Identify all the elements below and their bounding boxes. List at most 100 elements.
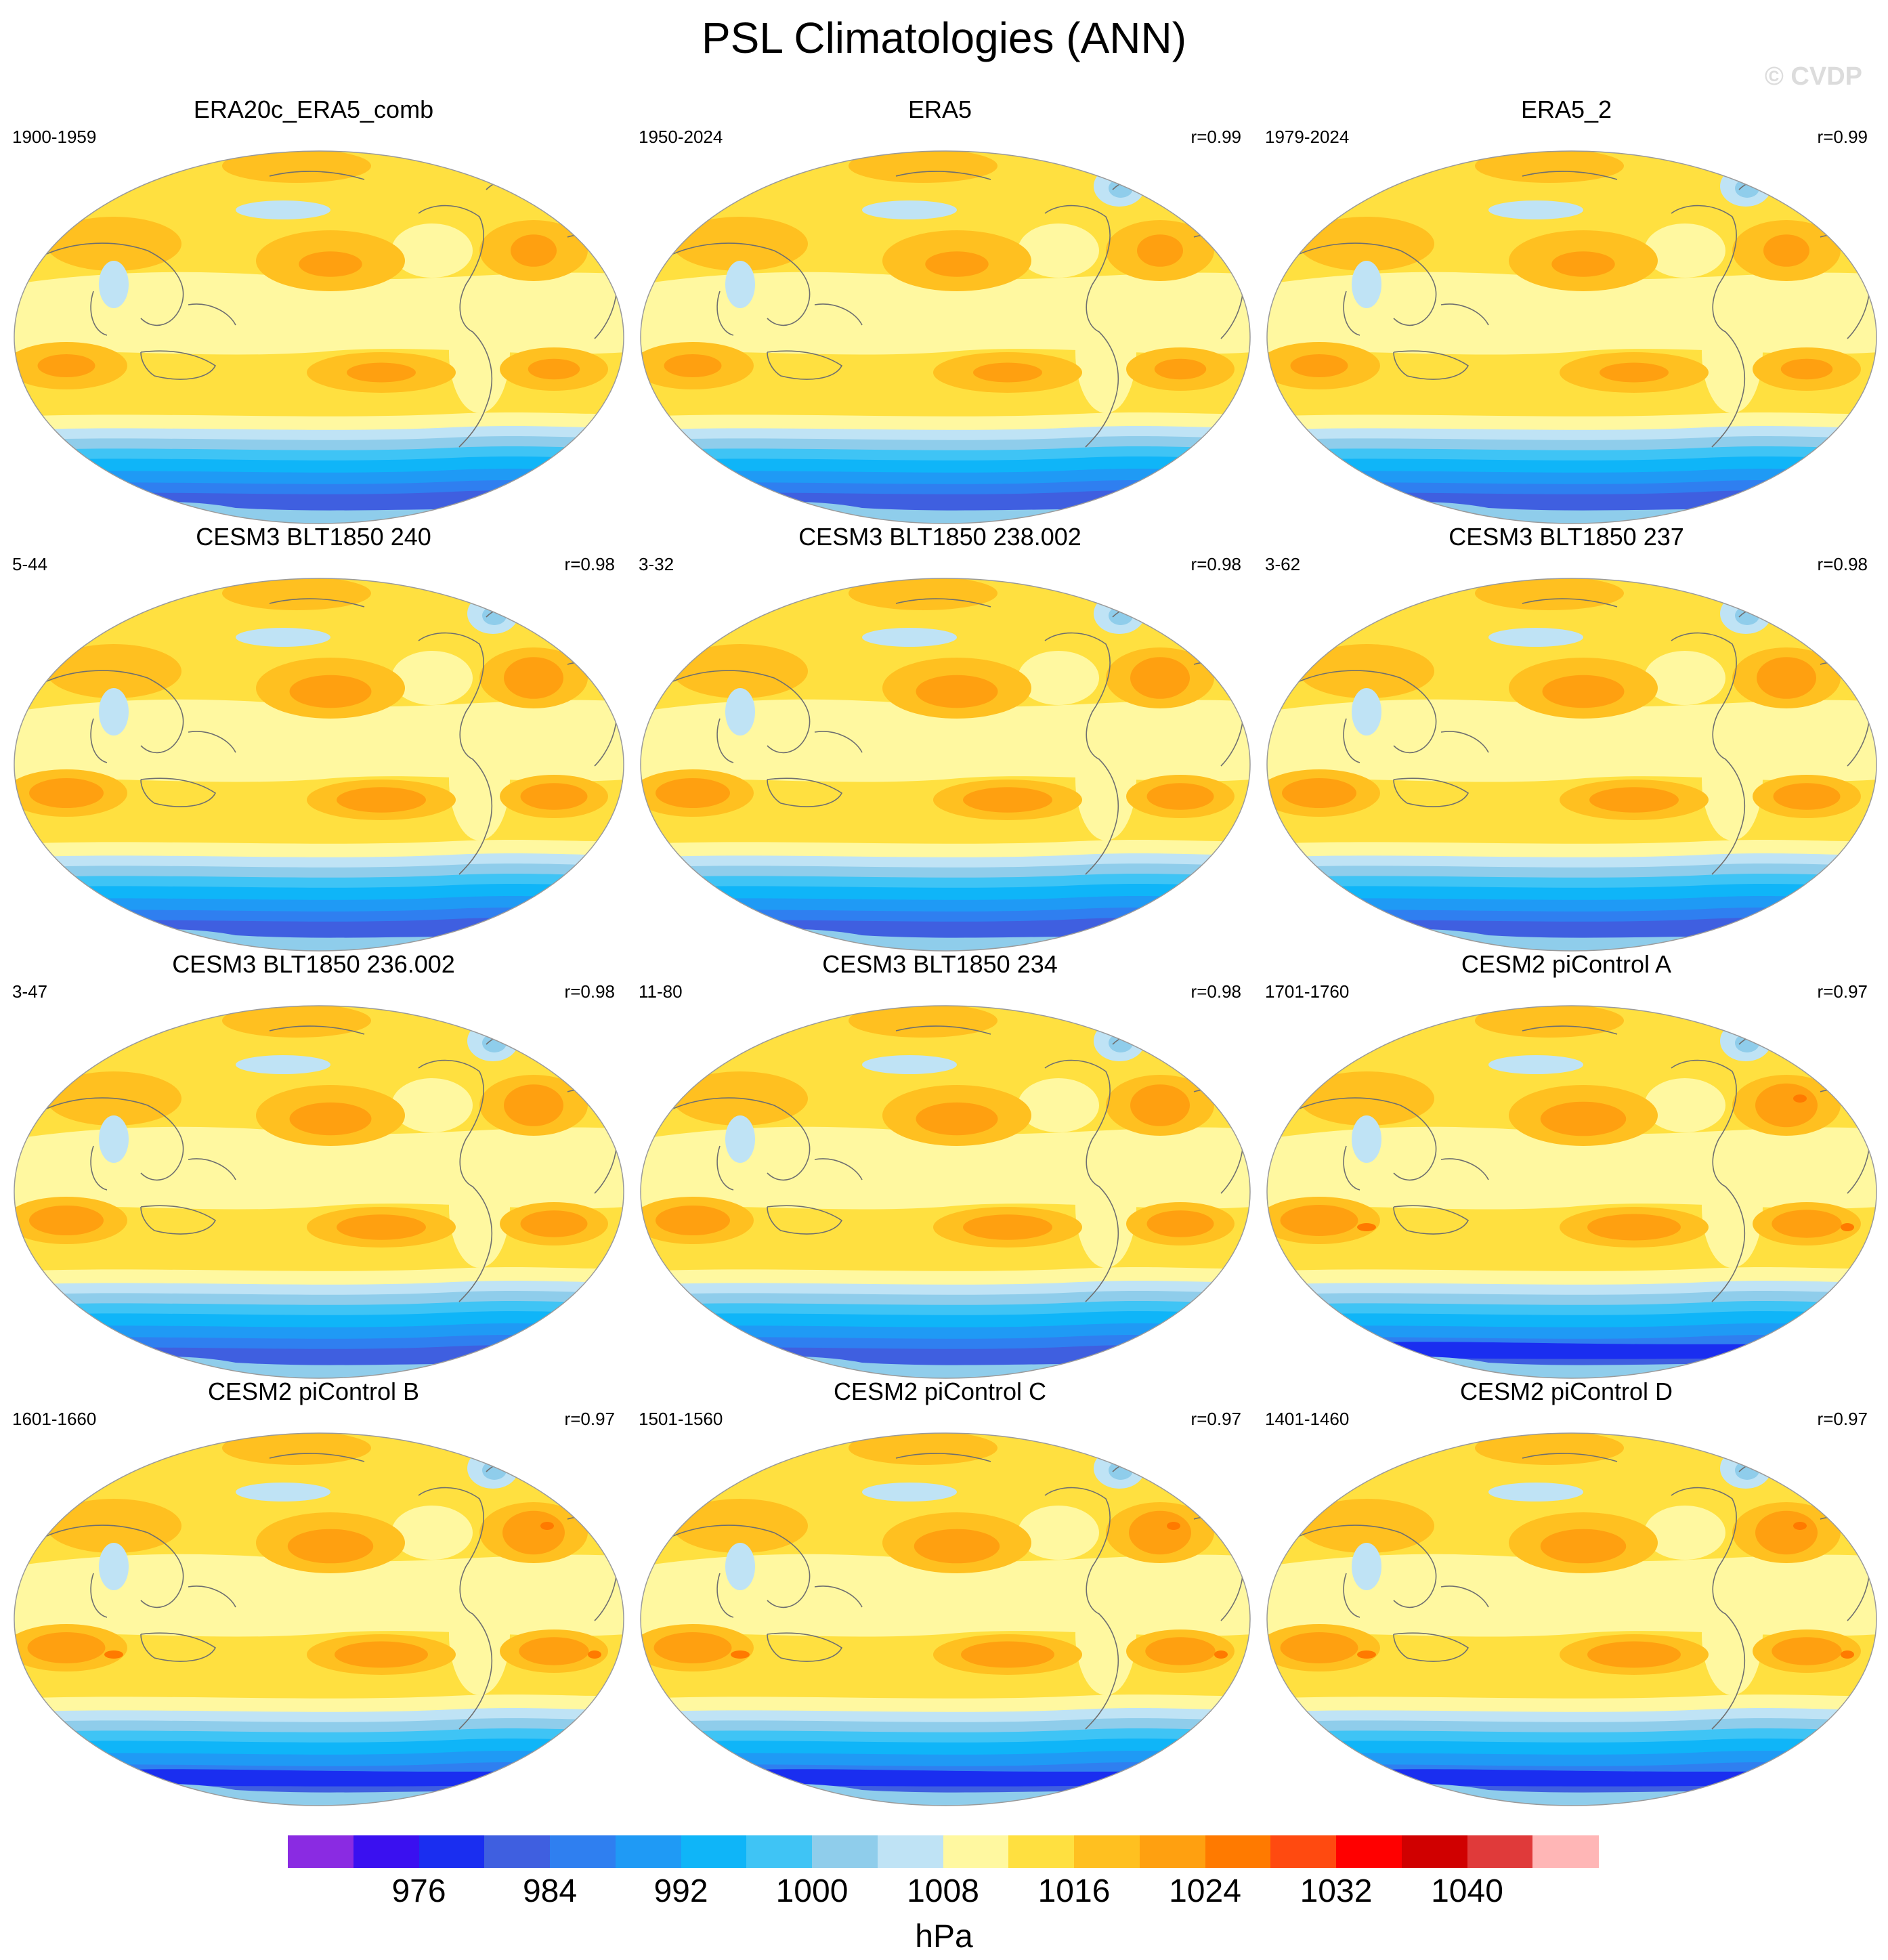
field-low-tibet	[725, 1543, 755, 1590]
field-southern-deep-low	[1306, 1769, 1876, 1787]
colorbar-tick-label: 1008	[907, 1873, 979, 1909]
psl-map	[1266, 1005, 1877, 1379]
field-high-north-pacific-core	[289, 675, 372, 708]
field-south-america-pale	[449, 719, 510, 840]
field-south-america-pale	[1075, 1146, 1136, 1268]
field-high-north-atlantic-core	[504, 1084, 563, 1126]
field-north-america-pale	[391, 651, 473, 705]
colorbar-cell	[288, 1835, 354, 1868]
field-high-south-pacific-core	[337, 787, 426, 813]
coastline-7	[269, 598, 365, 608]
field-low-aleutian	[862, 1483, 957, 1501]
coastline-7	[895, 1453, 991, 1462]
coastline-5	[1393, 777, 1469, 807]
field-low-aleutian	[1488, 1055, 1583, 1074]
psl-map	[14, 578, 624, 952]
field-low-tibet	[1352, 261, 1381, 308]
field-high-indian-core	[37, 354, 95, 377]
map-outline	[640, 150, 1251, 524]
colorbar-cell	[943, 1835, 1009, 1868]
coastline-3	[665, 242, 811, 326]
field-high-indian-core	[1280, 1205, 1358, 1236]
coastline-3	[39, 1097, 184, 1181]
coastline-6	[1440, 1158, 1489, 1180]
field-low-aleutian	[236, 1483, 330, 1501]
panel-years: 3-32	[639, 554, 674, 574]
map-panel: CESM3 BLT1850 238.002 3-32 r=0.98	[626, 522, 1253, 953]
panel-years: 1979-2024	[1265, 127, 1350, 147]
field-high-indian-core	[653, 1632, 732, 1663]
map-panel: CESM2 piControl B 1601-1660 r=0.97	[0, 1377, 627, 1808]
field-high-arctic-outer	[849, 1006, 997, 1038]
field-high-south-atlantic-core	[520, 1210, 588, 1237]
colorbar-cell	[1467, 1835, 1533, 1868]
coastline-5	[1393, 1205, 1469, 1235]
psl-map	[1266, 1432, 1877, 1806]
field-low-aleutian	[862, 628, 957, 647]
field-high-indian-core	[29, 1206, 104, 1235]
coastline-0	[1671, 205, 1745, 448]
coastline-4	[716, 718, 734, 763]
colorbar-cell	[1532, 1835, 1599, 1868]
panel-title: CESM2 piControl B	[207, 1378, 420, 1405]
panel-pattern-correlation: r=0.97	[1817, 1409, 1868, 1429]
field-high-north-atlantic-core	[1763, 234, 1809, 267]
field-high-north-atlantic-core	[502, 1510, 565, 1555]
field-antarctic-plateau	[1373, 1355, 1428, 1371]
coastline-6	[188, 1158, 236, 1180]
field-high-south-pacific-core	[963, 1214, 1052, 1240]
field-southern-deep-low	[53, 1769, 624, 1787]
field-high-north-pacific-core	[1542, 675, 1625, 708]
map-outline	[1266, 150, 1877, 524]
field-north-america-pale	[1018, 223, 1099, 278]
field-antarctic-plateau	[121, 927, 175, 943]
map-outline	[14, 578, 624, 952]
field-north-america-pale	[1644, 1506, 1725, 1560]
coastline-0	[1044, 1487, 1119, 1730]
field-high-north-pacific-core	[925, 251, 989, 277]
coastline-4	[716, 1145, 734, 1191]
coastline-4	[1343, 718, 1360, 763]
map-outline	[1266, 1432, 1877, 1806]
coastline-5	[140, 1205, 217, 1235]
field-low-aleutian	[236, 200, 330, 219]
field-low-aleutian	[236, 628, 330, 647]
figure-title: PSL Climatologies (ANN)	[701, 14, 1187, 62]
field-high-south-atlantic-core	[519, 1637, 589, 1665]
field-high-south-atlantic-core	[520, 783, 588, 810]
panel-pattern-correlation: r=0.98	[1190, 981, 1241, 1002]
field-low-tibet	[1352, 1115, 1381, 1163]
field-low-aleutian	[1488, 200, 1583, 219]
field-high-south-atlantic-core	[1146, 783, 1214, 810]
panel-years: 3-62	[1265, 554, 1301, 574]
panel-title: ERA20c_ERA5_comb	[193, 95, 434, 123]
field-high-azores-peak	[540, 1522, 554, 1530]
field-high-south-atlantic-core	[1145, 1637, 1216, 1665]
panel-years: 11-80	[639, 981, 683, 1002]
coastline-3	[1291, 670, 1437, 754]
map-panel: CESM3 BLT1850 237 3-62 r=0.98	[1253, 522, 1880, 953]
field-high-arctic-outer	[1475, 1006, 1624, 1038]
coastline-5	[767, 1632, 843, 1662]
field-low-tibet	[99, 1115, 129, 1163]
coastlines	[39, 171, 618, 448]
coastline-0	[1044, 1059, 1119, 1302]
field-high-indian-peak	[1357, 1650, 1376, 1659]
field-high-arctic-outer	[849, 578, 997, 610]
panel-pattern-correlation: r=0.97	[1817, 981, 1868, 1002]
panel-title: ERA5_2	[1520, 95, 1612, 123]
coastline-4	[716, 1573, 734, 1618]
field-high-north-pacific-core	[914, 1529, 1000, 1564]
field-high-arctic-outer	[849, 151, 997, 183]
coastline-5	[1393, 1632, 1469, 1662]
panel-pattern-correlation: r=0.99	[1190, 127, 1241, 147]
panel-pattern-correlation: r=0.99	[1817, 127, 1868, 147]
coastlines	[1291, 598, 1870, 875]
coastline-7	[1522, 1025, 1618, 1035]
field-high-north-atlantic-core	[1130, 1084, 1190, 1126]
map-outline	[14, 1432, 624, 1806]
coastline-7	[269, 171, 365, 180]
field-high-azores-peak	[1793, 1094, 1807, 1103]
field-high-north-atlantic-core	[1129, 1510, 1191, 1555]
coastline-3	[665, 670, 811, 754]
